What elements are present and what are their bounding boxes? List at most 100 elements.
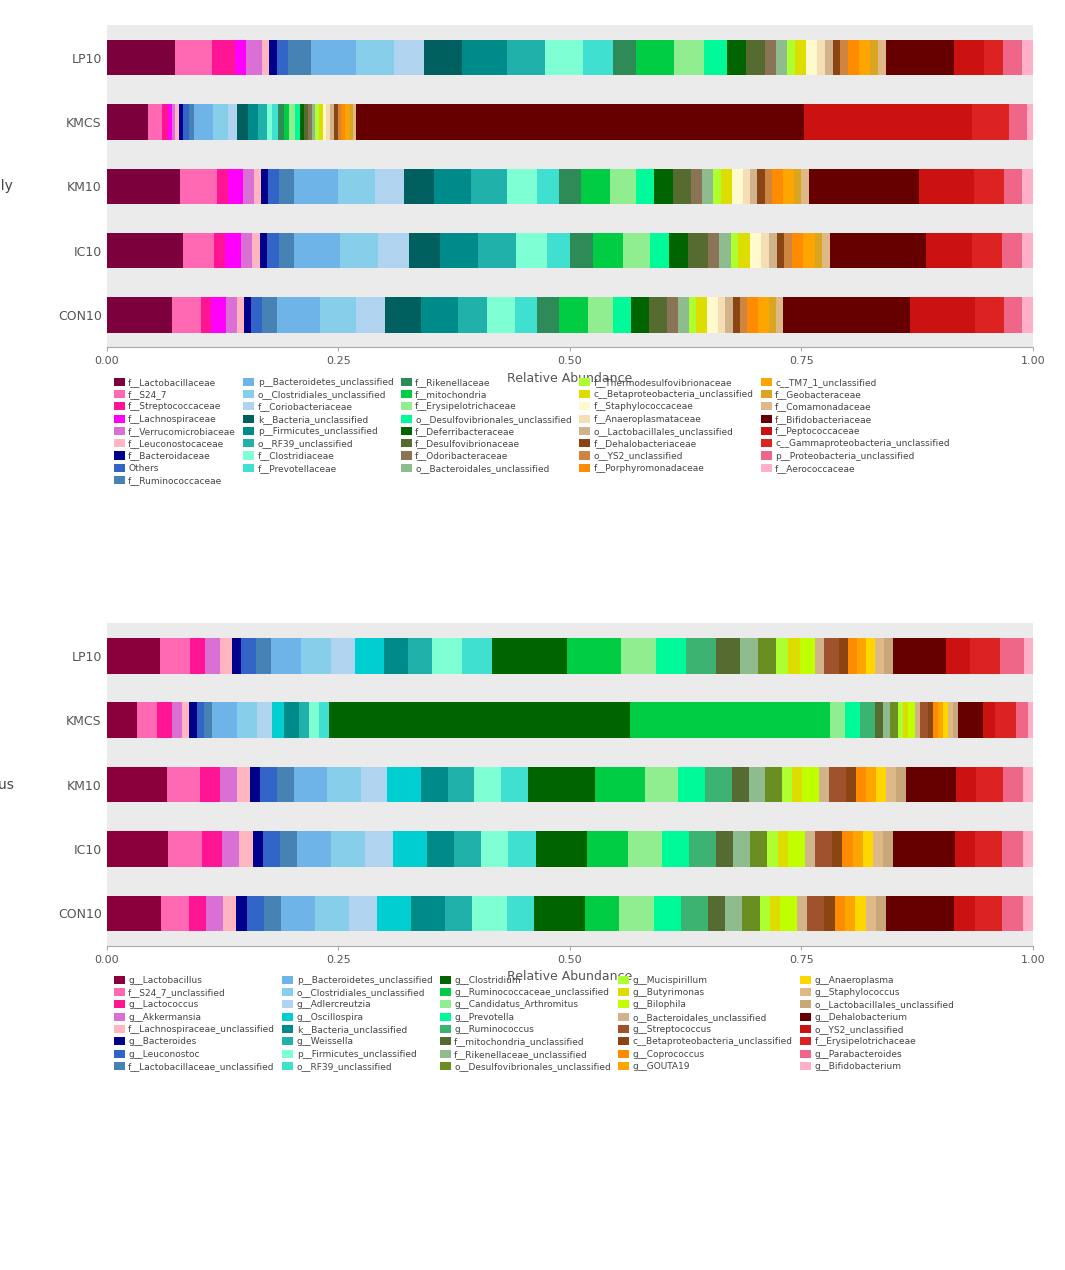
Bar [200, 297, 212, 333]
Bar [241, 638, 256, 673]
Bar [800, 638, 815, 673]
Bar [623, 234, 650, 268]
Bar [734, 831, 751, 866]
Bar [750, 234, 761, 268]
Bar [819, 767, 829, 803]
Bar [613, 41, 636, 75]
Bar [588, 297, 613, 333]
Bar [277, 767, 294, 803]
Bar [269, 41, 277, 75]
Bar [320, 104, 323, 140]
Bar [1003, 767, 1023, 803]
Bar [925, 234, 971, 268]
Bar [250, 767, 260, 803]
X-axis label: Relative Abundance: Relative Abundance [507, 970, 633, 983]
Bar [595, 767, 645, 803]
Bar [421, 767, 447, 803]
Bar [974, 895, 1002, 931]
Bar [329, 702, 629, 738]
Bar [179, 104, 183, 140]
Bar [478, 234, 517, 268]
Bar [689, 297, 697, 333]
Bar [751, 831, 768, 866]
Bar [331, 831, 365, 866]
Bar [650, 234, 669, 268]
Bar [183, 104, 189, 140]
Bar [294, 234, 340, 268]
Bar [220, 638, 232, 673]
Bar [247, 895, 264, 931]
Bar [237, 104, 248, 140]
Bar [474, 767, 502, 803]
Bar [852, 831, 863, 866]
Bar [492, 638, 567, 673]
Bar [323, 104, 327, 140]
Bar [1003, 41, 1021, 75]
Bar [875, 767, 886, 803]
Bar [481, 831, 508, 866]
Bar [842, 831, 852, 866]
Bar [272, 702, 284, 738]
Bar [236, 767, 250, 803]
Bar [433, 169, 471, 204]
Bar [758, 638, 776, 673]
Bar [248, 104, 258, 140]
Bar [168, 104, 171, 140]
Bar [300, 104, 305, 140]
Bar [217, 169, 228, 204]
Bar [894, 831, 954, 866]
Bar [191, 638, 206, 673]
Bar [732, 169, 742, 204]
Bar [1021, 234, 1033, 268]
Bar [629, 702, 831, 738]
Bar [1023, 767, 1033, 803]
Bar [803, 234, 815, 268]
Bar [295, 104, 300, 140]
Bar [896, 767, 906, 803]
Bar [1004, 297, 1022, 333]
Bar [1009, 104, 1028, 140]
Bar [338, 104, 342, 140]
Bar [765, 169, 772, 204]
Bar [825, 41, 833, 75]
Bar [620, 895, 654, 931]
Bar [984, 41, 1003, 75]
Bar [808, 169, 919, 204]
Bar [782, 767, 792, 803]
Bar [824, 638, 839, 673]
Bar [874, 638, 884, 673]
Bar [312, 104, 315, 140]
Bar [892, 638, 947, 673]
Bar [228, 169, 243, 204]
Bar [776, 638, 788, 673]
Bar [996, 702, 1016, 738]
Bar [502, 767, 528, 803]
Bar [650, 297, 668, 333]
Bar [206, 638, 220, 673]
Bar [300, 638, 330, 673]
Bar [546, 234, 570, 268]
Bar [903, 702, 907, 738]
Bar [688, 234, 707, 268]
Bar [507, 169, 537, 204]
Bar [792, 767, 802, 803]
Bar [846, 702, 861, 738]
Legend: f__Lactobacillaceae, f__S24_7, f__Streptococcaceae, f__Lachnospiraceae, f__Verru: f__Lactobacillaceae, f__S24_7, f__Strept… [111, 375, 952, 488]
Bar [244, 297, 251, 333]
Bar [886, 895, 954, 931]
Bar [345, 104, 349, 140]
Bar [284, 702, 299, 738]
Bar [290, 104, 295, 140]
Bar [305, 104, 308, 140]
Bar [214, 234, 225, 268]
Bar [915, 702, 920, 738]
Bar [726, 41, 745, 75]
Bar [953, 41, 984, 75]
Bar [886, 41, 953, 75]
Bar [769, 234, 776, 268]
Bar [654, 895, 681, 931]
Bar [223, 895, 236, 931]
Bar [702, 169, 714, 204]
Bar [830, 234, 925, 268]
Bar [742, 895, 759, 931]
